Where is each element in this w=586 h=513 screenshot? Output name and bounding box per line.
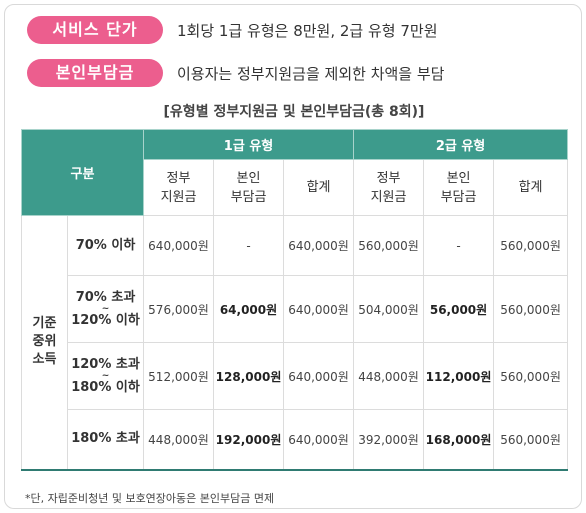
income-group-label: 기준 중위 소득 <box>21 215 68 470</box>
header-g2-gov: 정부 지원금 <box>353 159 425 216</box>
g2-self-cell: 112,000원 <box>423 342 495 410</box>
header-g2-self: 본인 부담금 <box>423 159 495 216</box>
g1-gov-cell: 448,000원 <box>143 409 215 470</box>
tilde-mark: ~ <box>101 303 110 314</box>
info-card: 서비스 단가 1회당 1급 유형은 8만원, 2급 유형 7만원 본인부담금 이… <box>4 4 582 509</box>
g2-gov-cell: 504,000원 <box>353 275 425 343</box>
g2-self-cell: - <box>423 215 495 276</box>
g1-total-cell: 640,000원 <box>283 409 355 470</box>
g1-self-cell: - <box>213 215 285 276</box>
header-grade2: 2급 유형 <box>353 129 569 160</box>
g1-self-cell: 128,000원 <box>213 342 285 410</box>
header-category: 구분 <box>20 129 145 216</box>
support-table: 구분 1급 유형 2급 유형 정부 지원금 본인 부담금 합계 정부 지원금 본… <box>20 129 569 471</box>
range-top: 70% 초과 <box>75 289 136 305</box>
service-price-text: 1회당 1급 유형은 8만원, 2급 유형 7만원 <box>177 21 438 40</box>
header-g1-total: 합계 <box>283 159 355 216</box>
service-price-badge: 서비스 단가 <box>27 16 163 44</box>
range-bottom: 180% 이하 <box>71 379 140 395</box>
header-g1-gov-text: 정부 지원금 <box>160 170 197 205</box>
income-group-text: 기준 중위 소득 <box>32 316 57 368</box>
copay-badge: 본인부담금 <box>27 59 163 87</box>
table-row: 70% 초과 ~ 120% 이하 576,000원 64,000원 640,00… <box>22 275 569 343</box>
g1-total-cell: 640,000원 <box>283 215 355 276</box>
footnote: *단, 자립준비청년 및 보호연장아동은 본인부담금 면제 <box>25 492 275 505</box>
g1-self-cell: 192,000원 <box>213 409 285 470</box>
income-range: 70% 초과 ~ 120% 이하 <box>66 275 145 343</box>
copay-row: 본인부담금 이용자는 정부지원금을 제외한 차액을 부담 <box>27 59 444 87</box>
g2-gov-cell: 560,000원 <box>353 215 425 276</box>
g2-total-cell: 560,000원 <box>493 275 569 343</box>
income-range: 180% 초과 <box>66 409 145 470</box>
header-g2-gov-text: 정부 지원금 <box>370 170 407 205</box>
range-bottom: 120% 이하 <box>71 312 140 328</box>
g2-gov-cell: 392,000원 <box>353 409 425 470</box>
service-price-row: 서비스 단가 1회당 1급 유형은 8만원, 2급 유형 7만원 <box>27 16 438 44</box>
header-g2-total: 합계 <box>493 159 569 216</box>
table-title: [유형별 정부지원금 및 본인부담금(총 8회)] <box>163 104 425 120</box>
g2-self-cell: 56,000원 <box>423 275 495 343</box>
income-range: 120% 초과 ~ 180% 이하 <box>66 342 145 410</box>
g1-gov-cell: 640,000원 <box>143 215 215 276</box>
table-row: 120% 초과 ~ 180% 이하 512,000원 128,000원 640,… <box>22 342 569 410</box>
g1-self-cell: 64,000원 <box>213 275 285 343</box>
header-g2-self-text: 본인 부담금 <box>440 170 477 205</box>
tilde-mark: ~ <box>101 370 110 381</box>
header-grade1: 1급 유형 <box>143 129 355 160</box>
g2-total-cell: 560,000원 <box>493 409 569 470</box>
copay-text: 이용자는 정부지원금을 제외한 차액을 부담 <box>177 64 445 83</box>
g1-gov-cell: 576,000원 <box>143 275 215 343</box>
g2-gov-cell: 448,000원 <box>353 342 425 410</box>
range-top: 180% 초과 <box>71 431 140 447</box>
header-g1-self-text: 본인 부담금 <box>230 170 267 205</box>
g1-gov-cell: 512,000원 <box>143 342 215 410</box>
table-row: 기준 중위 소득 70% 이하 640,000원 - 640,000원 560,… <box>21 215 569 470</box>
range-top: 70% 이하 <box>75 237 136 253</box>
g1-total-cell: 640,000원 <box>283 275 355 343</box>
range-top: 120% 초과 <box>71 356 140 372</box>
header-g1-gov: 정부 지원금 <box>143 159 215 216</box>
g2-total-cell: 560,000원 <box>493 215 569 276</box>
g2-self-cell: 168,000원 <box>423 409 495 470</box>
g2-total-cell: 560,000원 <box>493 342 569 410</box>
g1-total-cell: 640,000원 <box>283 342 355 410</box>
header-g1-self: 본인 부담금 <box>213 159 285 216</box>
income-range: 70% 이하 <box>66 215 145 276</box>
table-row: 180% 초과 448,000원 192,000원 640,000원 392,0… <box>22 409 569 470</box>
